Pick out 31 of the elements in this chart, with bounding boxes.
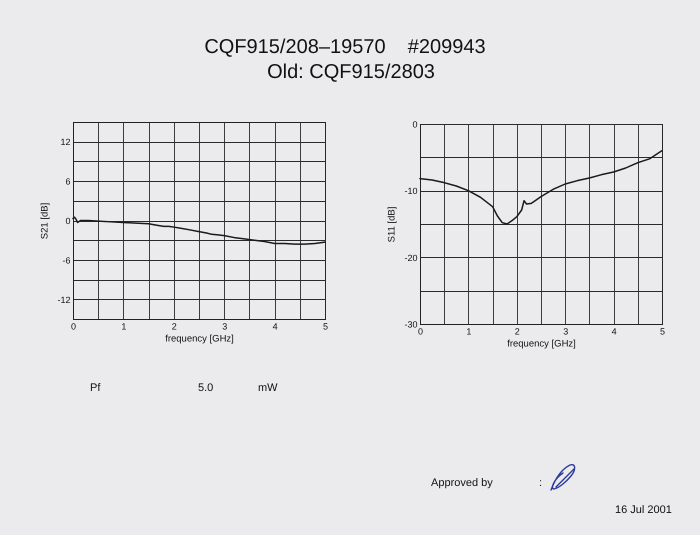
x-tick-label: 3 <box>222 322 228 332</box>
y-tick-label: 12 <box>60 137 70 148</box>
y-tick-label: -12 <box>57 294 70 305</box>
x-axis-title: frequency [GHz] <box>165 334 234 344</box>
x-tick-label: 3 <box>563 326 568 336</box>
text: Approved by <box>431 477 493 490</box>
text: mW <box>258 382 278 395</box>
y-tick-label: -6 <box>62 255 70 266</box>
y-tick-label: -10 <box>404 186 418 196</box>
text: 5.0 <box>198 382 214 395</box>
text: Old: CQF915/2803 <box>267 61 435 84</box>
text: 16 Jul 2001 <box>615 504 672 517</box>
x-tick-label: 4 <box>612 326 617 336</box>
text: CQF915/208–19570 #209943 <box>204 36 486 59</box>
text: : <box>539 477 542 490</box>
y-axis-title: S21 [dB] <box>39 202 50 240</box>
x-tick-label: 5 <box>322 322 328 332</box>
x-axis-title: frequency [GHz] <box>507 338 576 350</box>
x-tick-label: 1 <box>121 322 126 332</box>
y-tick-label: 0 <box>412 120 418 130</box>
x-tick-label: 2 <box>172 322 177 332</box>
y-tick-label: 0 <box>65 216 70 226</box>
x-tick-label: 1 <box>466 326 472 336</box>
y-axis-title: S11 [dB] <box>386 206 398 242</box>
x-tick-label: 4 <box>272 322 278 332</box>
x-tick-label: 5 <box>660 326 666 336</box>
y-tick-label: -30 <box>404 320 418 330</box>
y-tick-label: 6 <box>65 176 70 187</box>
y-tick-label: -20 <box>404 252 418 263</box>
text: Pf <box>90 382 100 395</box>
x-tick-label: 2 <box>514 326 520 336</box>
